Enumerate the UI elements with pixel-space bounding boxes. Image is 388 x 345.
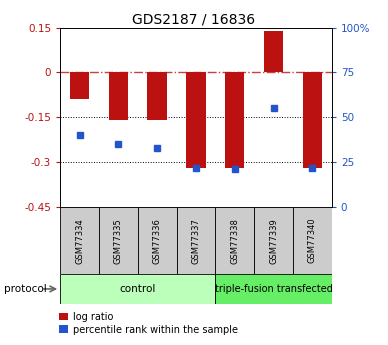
Text: control: control xyxy=(120,284,156,294)
Bar xyxy=(293,207,332,274)
Text: GDS2187 / 16836: GDS2187 / 16836 xyxy=(132,12,256,26)
Legend: log ratio, percentile rank within the sample: log ratio, percentile rank within the sa… xyxy=(57,310,240,336)
Text: GSM77339: GSM77339 xyxy=(269,218,278,264)
Bar xyxy=(70,72,89,99)
Text: protocol: protocol xyxy=(4,284,47,294)
Bar xyxy=(303,72,322,168)
Bar xyxy=(60,274,215,304)
Bar xyxy=(138,207,177,274)
Text: GSM77340: GSM77340 xyxy=(308,218,317,264)
Text: GSM77338: GSM77338 xyxy=(230,218,239,264)
Text: GSM77337: GSM77337 xyxy=(191,218,201,264)
Text: GSM77336: GSM77336 xyxy=(152,218,162,264)
Bar xyxy=(147,72,167,120)
Bar xyxy=(99,207,138,274)
Bar xyxy=(177,207,215,274)
Bar xyxy=(264,31,283,72)
Bar xyxy=(225,72,244,168)
Bar xyxy=(215,274,332,304)
Bar xyxy=(254,207,293,274)
Bar xyxy=(215,207,254,274)
Text: GSM77334: GSM77334 xyxy=(75,218,84,264)
Bar xyxy=(186,72,206,168)
Bar xyxy=(109,72,128,120)
Text: triple-fusion transfected: triple-fusion transfected xyxy=(215,284,333,294)
Text: GSM77335: GSM77335 xyxy=(114,218,123,264)
Bar xyxy=(60,207,99,274)
